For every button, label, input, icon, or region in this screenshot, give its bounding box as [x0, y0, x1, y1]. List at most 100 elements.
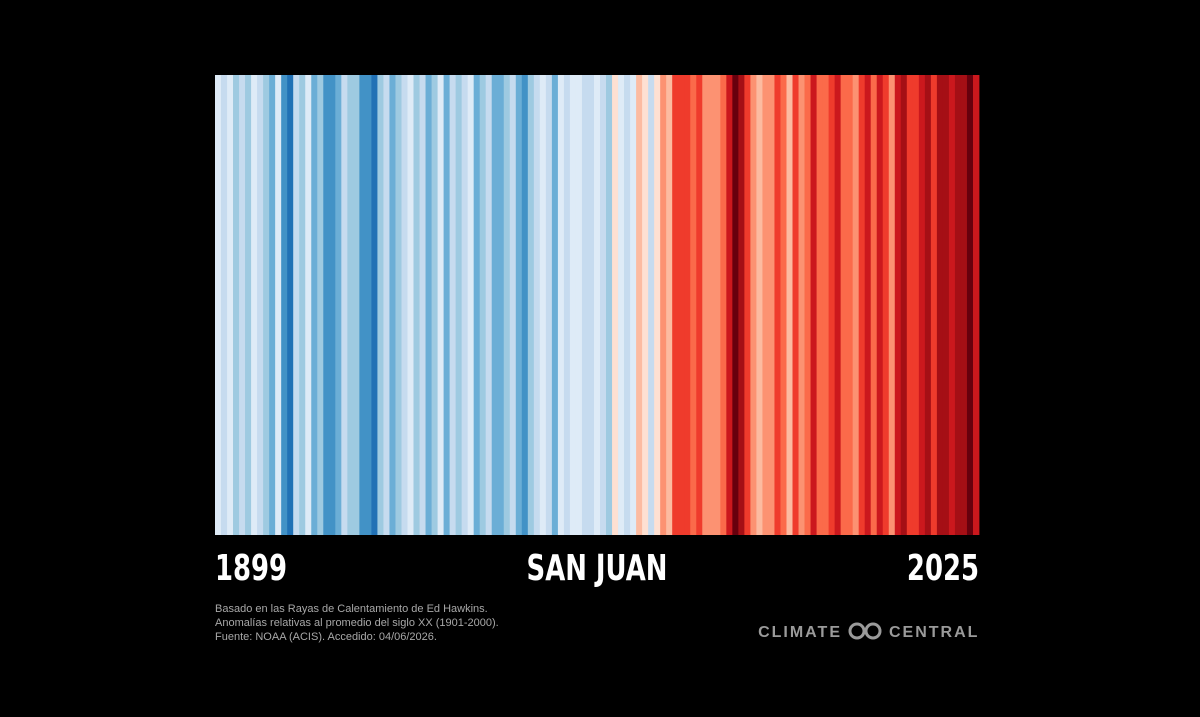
- stripe: [383, 75, 390, 535]
- stripe: [461, 75, 469, 535]
- stripe: [774, 75, 781, 535]
- stripe: [299, 75, 306, 535]
- stripe: [527, 75, 535, 535]
- logo-text: CENTRAL: [889, 624, 979, 641]
- stripe: [720, 75, 727, 535]
- stripe: [233, 75, 240, 535]
- stripe: [702, 75, 709, 535]
- stripe: [227, 75, 234, 535]
- stripe: [221, 75, 228, 535]
- stripe: [780, 75, 787, 535]
- stripe: [900, 75, 908, 535]
- stripe: [870, 75, 878, 535]
- stripe: [762, 75, 769, 535]
- stripe: [606, 75, 613, 535]
- stripe: [930, 75, 938, 535]
- stripe: [948, 75, 956, 535]
- stripe: [473, 75, 481, 535]
- stripe: [281, 75, 288, 535]
- stripe: [630, 75, 637, 535]
- stripe: [852, 75, 860, 535]
- stripe: [954, 75, 962, 535]
- stripe: [756, 75, 763, 535]
- stripe: [569, 75, 577, 535]
- stripe: [822, 75, 830, 535]
- stripe: [942, 75, 950, 535]
- stripe: [654, 75, 661, 535]
- stripes: [215, 75, 980, 535]
- stripe: [642, 75, 649, 535]
- stripe: [413, 75, 420, 535]
- stripe: [443, 75, 451, 535]
- stripe: [636, 75, 643, 535]
- note: Fuente: NOAA (ACIS). Accedido: 04/06/202…: [215, 631, 437, 643]
- stripe: [329, 75, 336, 535]
- stripe: [906, 75, 914, 535]
- stripe: [503, 75, 511, 535]
- stripe: [690, 75, 697, 535]
- stripe: [419, 75, 426, 535]
- stripe: [840, 75, 848, 535]
- stripe: [521, 75, 529, 535]
- stripe: [732, 75, 739, 535]
- stripe: [401, 75, 408, 535]
- stripe: [557, 75, 565, 535]
- stripe: [618, 75, 625, 535]
- stripe: [678, 75, 685, 535]
- stripe: [696, 75, 703, 535]
- stripe: [467, 75, 475, 535]
- stripe: [485, 75, 493, 535]
- end-year: 2025: [907, 547, 979, 589]
- stripe: [239, 75, 246, 535]
- stripe: [612, 75, 619, 535]
- stripe: [359, 75, 366, 535]
- stripe: [395, 75, 402, 535]
- stripe: [918, 75, 926, 535]
- stripe: [215, 75, 222, 535]
- stripe: [894, 75, 902, 535]
- stripe: [353, 75, 360, 535]
- stripe: [660, 75, 667, 535]
- stripe: [509, 75, 517, 535]
- stripe: [960, 75, 968, 535]
- stripe: [600, 75, 607, 535]
- stripe: [257, 75, 264, 535]
- stripe: [371, 75, 378, 535]
- stripe: [593, 75, 601, 535]
- stripe: [347, 75, 354, 535]
- stripe: [377, 75, 384, 535]
- stripe: [708, 75, 715, 535]
- stripe: [449, 75, 457, 535]
- stripe: [341, 75, 348, 535]
- stripe: [810, 75, 817, 535]
- stripe: [533, 75, 541, 535]
- stripe: [575, 75, 583, 535]
- note: Anomalías relativas al promedio del sigl…: [215, 617, 499, 629]
- stripe: [828, 75, 836, 535]
- stripe: [365, 75, 372, 535]
- start-year: 1899: [215, 547, 287, 589]
- logo-icon: [848, 622, 882, 640]
- stripe: [882, 75, 890, 535]
- stripe: [539, 75, 547, 535]
- stripe: [924, 75, 932, 535]
- stripe: [263, 75, 270, 535]
- stripe: [648, 75, 655, 535]
- stripe: [816, 75, 823, 535]
- stripe: [515, 75, 523, 535]
- stripe: [750, 75, 757, 535]
- stripe: [287, 75, 294, 535]
- stripe: [497, 75, 505, 535]
- stripe: [389, 75, 396, 535]
- stripe: [792, 75, 799, 535]
- stripe: [587, 75, 595, 535]
- stripe: [311, 75, 318, 535]
- stripe: [966, 75, 974, 535]
- stripe: [684, 75, 691, 535]
- stripe: [786, 75, 793, 535]
- stripe: [491, 75, 499, 535]
- stripe: [455, 75, 463, 535]
- chart-title: SAN JUAN: [527, 547, 668, 589]
- stripe: [275, 75, 282, 535]
